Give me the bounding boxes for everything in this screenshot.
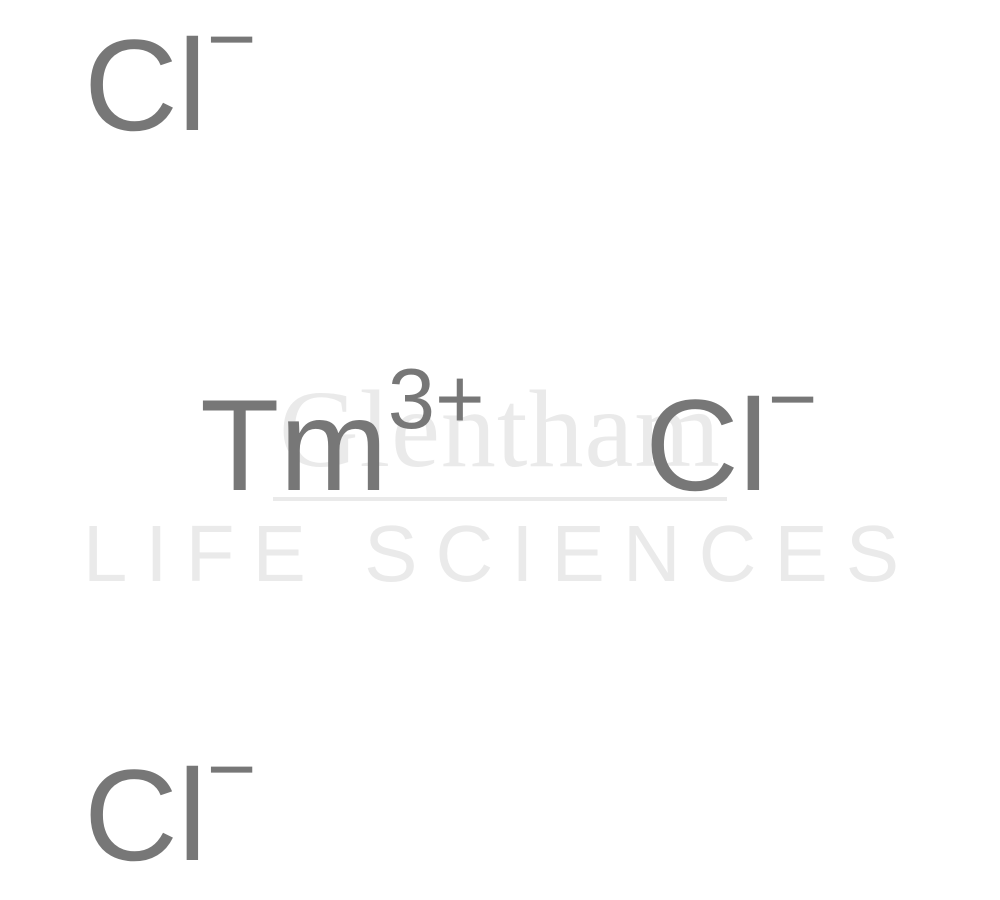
chloride-ion: Cl− bbox=[645, 370, 817, 520]
ion-charge: 3+ bbox=[388, 351, 485, 449]
watermark-subtitle: LIFE SCIENCES bbox=[0, 508, 1000, 600]
chloride-ion: Cl− bbox=[84, 10, 256, 160]
element-symbol: Cl bbox=[645, 370, 768, 520]
element-symbol: Cl bbox=[84, 10, 207, 160]
thulium-cation: Tm3+ bbox=[200, 370, 485, 520]
element-symbol: Cl bbox=[84, 740, 207, 890]
ion-charge: − bbox=[207, 721, 257, 819]
ion-charge: − bbox=[768, 351, 818, 449]
chloride-ion: Cl− bbox=[84, 740, 256, 890]
element-symbol: Tm bbox=[200, 370, 388, 520]
diagram-canvas: Glentham LIFE SCIENCES Cl− Tm3+ Cl− Cl− bbox=[0, 0, 1000, 900]
watermark-bottom-text: LIFE SCIENCES bbox=[83, 509, 917, 598]
watermark-brand: Glentham bbox=[0, 365, 1000, 501]
ion-charge: − bbox=[207, 0, 257, 89]
